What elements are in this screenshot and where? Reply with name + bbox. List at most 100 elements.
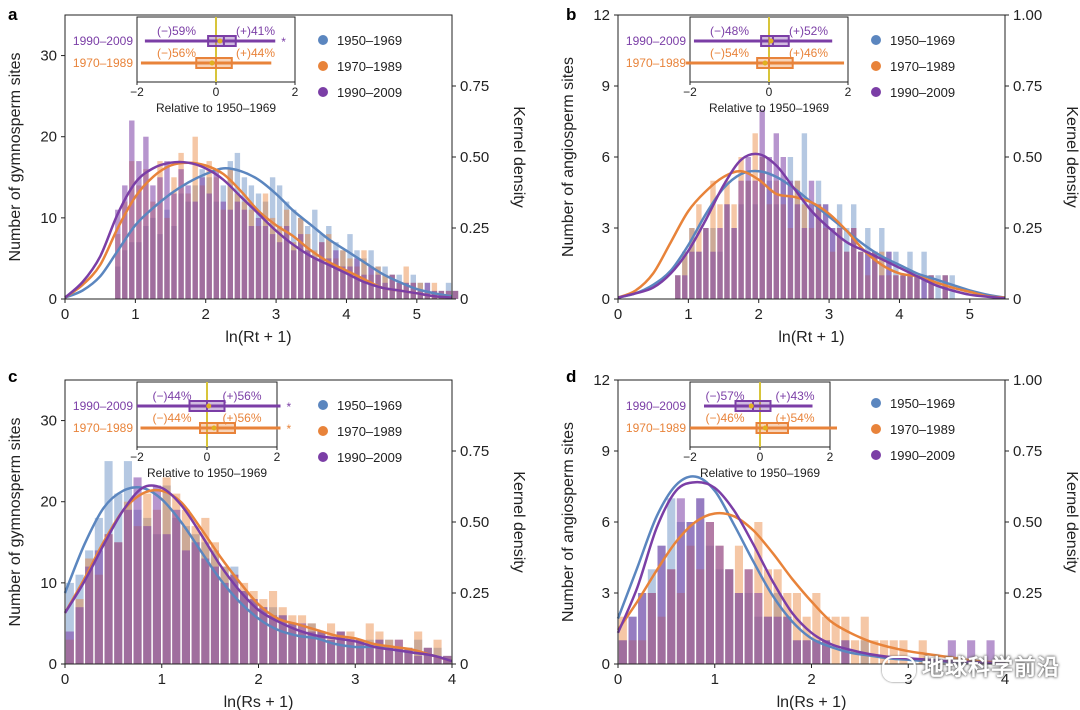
legend-marker (318, 35, 328, 45)
y2-tick-label: 0.75 (1013, 443, 1042, 460)
histogram-bar (199, 177, 205, 299)
histogram-bar (385, 647, 394, 664)
inset-row-label: 1970–1989 (626, 56, 686, 70)
y2-tick-label: 1.00 (1013, 372, 1042, 389)
histogram-bar (414, 631, 423, 664)
histogram-bar (298, 234, 304, 299)
kde-line-3 (63, 484, 453, 663)
histogram-bar (705, 522, 714, 664)
histogram-bar (865, 251, 871, 299)
histogram-bar (213, 169, 219, 299)
inset-x-tick-label: −2 (130, 85, 144, 99)
histogram-bar (123, 509, 132, 664)
histogram-bar (336, 631, 345, 664)
histogram-bar (763, 616, 772, 664)
inset-x-tick-label: 0 (204, 450, 211, 464)
histogram-bar (143, 526, 152, 664)
histogram-bar (754, 593, 763, 664)
legend-label: 1970–1989 (890, 422, 955, 437)
x-tick-label: 3 (825, 306, 833, 323)
histogram-bar (618, 640, 627, 664)
histogram-bar (157, 177, 163, 299)
histogram-bar (65, 631, 74, 664)
histogram-bar (879, 275, 885, 299)
histogram-bar (928, 275, 934, 299)
histogram-bar (752, 180, 758, 299)
histogram-bar (410, 282, 416, 299)
kde-line-1 (64, 167, 453, 299)
histogram-bar (899, 640, 908, 664)
legend-label: 1990–2009 (337, 85, 402, 100)
histogram-bar (717, 228, 723, 299)
y-tick-label: 20 (40, 129, 57, 146)
histogram-bar (801, 133, 808, 299)
inset-x-tick-label: 2 (292, 85, 299, 99)
panel-letter: b (566, 5, 576, 24)
histogram-bar (947, 640, 956, 664)
y2-tick-label: 0.75 (460, 78, 489, 95)
inset-mean-dot (206, 403, 212, 409)
histogram-bar (423, 647, 432, 664)
inset-boxplot: 1990–2009 (−)44% (+)56% * 1970–1989 (−)44% (+)… (73, 381, 292, 480)
legend-label: 1990–2009 (890, 85, 955, 100)
histogram-bar (389, 274, 395, 299)
x-tick-label: 5 (966, 306, 974, 323)
histogram-bar (192, 201, 198, 299)
histogram-bar (763, 569, 772, 664)
histogram-bar (234, 201, 241, 299)
inset-left-pct: (−)48% (710, 24, 749, 38)
histogram-bar (812, 593, 821, 664)
inset-x-tick-label: 2 (274, 450, 281, 464)
y-tick-label: 30 (40, 48, 57, 65)
inset-boxplot: 1990–2009 (−)57% (+)43% 1970–1989 (−)46% (+)5… (626, 381, 837, 480)
legend-label: 1950–1969 (337, 398, 402, 413)
legend-marker (871, 424, 881, 434)
x-tick-label: 0 (61, 306, 69, 323)
inset-x-tick-label: 0 (766, 85, 773, 99)
inset-row-label: 1990–2009 (626, 399, 686, 413)
histogram-bar (276, 242, 283, 299)
inset-row-label: 1990–2009 (73, 399, 133, 413)
x-tick-label: 4 (448, 671, 456, 688)
inset-row-label: 1970–1989 (73, 56, 133, 70)
legend-label: 1970–1989 (337, 424, 402, 439)
histogram-bar (340, 266, 346, 299)
histogram-bar (759, 109, 765, 299)
histogram-bar (220, 582, 229, 664)
y-axis-label: Number of gymnosperm sites (7, 53, 24, 262)
inset-mean-dot (211, 425, 217, 431)
histogram-bar (886, 251, 892, 299)
histogram-bar (85, 566, 94, 664)
histogram-bar (893, 275, 899, 299)
histogram-bar (812, 640, 821, 664)
histogram-bar (710, 251, 716, 299)
histogram-bar (278, 615, 287, 664)
histogram-bar (248, 226, 255, 299)
legend-label: 1970–1989 (890, 59, 955, 74)
hist-series-2 (65, 477, 452, 664)
histogram-bar (269, 234, 276, 299)
histogram-bar (178, 169, 184, 299)
histogram-bar (365, 647, 374, 664)
watermark: 地球科学前沿 (881, 650, 1060, 682)
histogram-bar (889, 640, 898, 664)
legend-marker (871, 398, 881, 408)
histogram-bar (676, 498, 685, 664)
histogram-bar (129, 120, 135, 299)
inset-box (756, 57, 794, 69)
legend-marker (318, 452, 328, 462)
histogram-bar (967, 640, 976, 664)
histogram-bar (326, 258, 332, 299)
inset-significance-star: * (281, 35, 286, 49)
inset-right-pct: (+)56% (222, 389, 261, 403)
y-tick-label: 0 (49, 291, 57, 308)
legend-label: 1950–1969 (337, 33, 402, 48)
y2-tick-label: 0 (460, 656, 468, 673)
wechat-icon (881, 656, 916, 682)
kde-line-3 (64, 160, 453, 299)
inset-x-tick-label: −2 (130, 450, 144, 464)
histogram-bar (715, 545, 724, 664)
histogram-bar (255, 217, 262, 299)
y2-axis-label: Kernel density (1063, 471, 1080, 572)
